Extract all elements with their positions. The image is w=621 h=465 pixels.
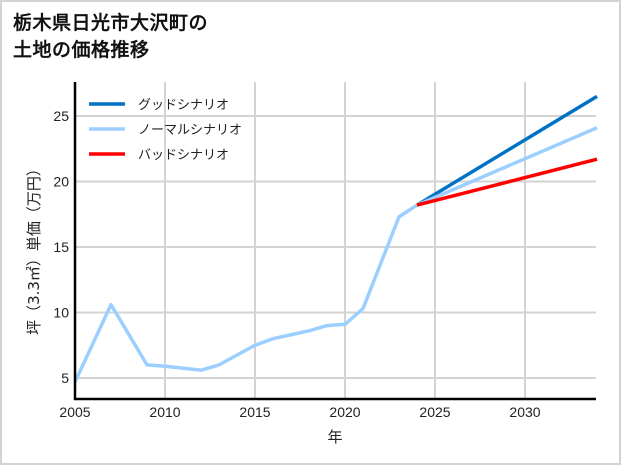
- chart-title: 栃木県日光市大沢町の 土地の価格推移: [13, 12, 209, 61]
- y-axis-label: 坪（3.3㎡）単価（万円）: [25, 161, 43, 335]
- series-line-scenario-3: [416, 157, 598, 207]
- x-axis-label: 年: [327, 428, 342, 446]
- y-tick-label: 5: [61, 370, 69, 386]
- series-line-scenario-1: [416, 94, 598, 207]
- x-tick-label: 2020: [329, 404, 360, 420]
- y-tick-label: 15: [53, 239, 69, 255]
- legend-label-0: グッドシナリオ: [138, 98, 229, 113]
- series-line-actual: [73, 203, 418, 383]
- legend-label-2: バッドシナリオ: [138, 148, 229, 163]
- x-tick-label: 2010: [149, 404, 180, 420]
- legend-label-1: ノーマルシナリオ: [138, 123, 242, 138]
- y-tick-label: 25: [53, 108, 69, 124]
- x-tick-label: 2005: [59, 404, 90, 420]
- y-tick-label: 20: [53, 174, 69, 190]
- x-tick-label: 2025: [419, 404, 450, 420]
- y-tick-label: 10: [53, 305, 69, 321]
- x-tick-label: 2015: [239, 404, 270, 420]
- series-line-scenario-2: [416, 126, 598, 207]
- x-tick-label: 2030: [509, 404, 540, 420]
